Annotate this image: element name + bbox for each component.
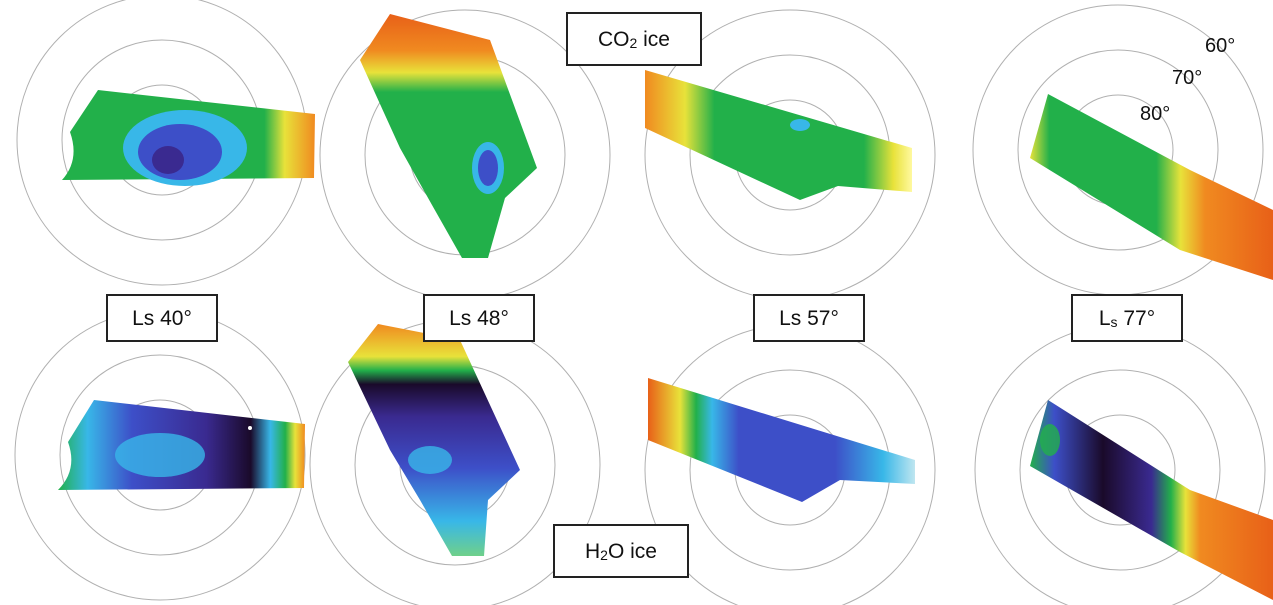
h2o-swath-ls77 xyxy=(1030,400,1273,600)
h2o-white-dot-ls40 xyxy=(248,426,252,430)
h2o-map-ls40 xyxy=(58,400,305,490)
co2-map-ls40 xyxy=(62,90,315,186)
season-label-ls40: Ls 40° xyxy=(106,294,218,342)
h2o-swath-ls48 xyxy=(348,324,520,556)
h2o-map-ls77 xyxy=(1030,400,1273,600)
co2-cap-blue-ls48 xyxy=(478,150,498,186)
polar-ring-4-2 xyxy=(1017,49,1219,251)
latitude-label-60: 60° xyxy=(1205,35,1235,57)
h2o-swath-ls57 xyxy=(648,378,915,502)
latitude-label-70: 70° xyxy=(1172,67,1202,89)
co2-tail: ice xyxy=(637,27,670,51)
season-label-ls57: Ls 57° xyxy=(753,294,865,342)
h2o-patch-cyan-ls48 xyxy=(408,446,452,474)
co2-swath-ls48 xyxy=(360,14,537,258)
h2o-main: H xyxy=(585,539,601,563)
ls77-tail: 77° xyxy=(1117,306,1156,330)
co2-swath-ls57 xyxy=(645,70,912,200)
h2o-map-ls48 xyxy=(348,324,520,556)
co2-main: CO xyxy=(598,27,630,51)
h2o-patch-green-ls77 xyxy=(1040,424,1060,456)
polar-ring-8-2 xyxy=(1019,369,1221,571)
co2-ice-label: CO 2 ice xyxy=(566,12,702,66)
h2o-patch-cyan-ls40 xyxy=(115,433,205,477)
co2-swath-ls77 xyxy=(1030,94,1273,280)
co2-map-ls57 xyxy=(645,70,912,200)
ls77-main: L xyxy=(1098,306,1111,330)
co2-cap-core-ls40 xyxy=(152,146,184,174)
co2-map-ls77 xyxy=(1030,94,1273,280)
co2-spot-cyan-ls57 xyxy=(790,119,810,131)
h2o-tail: O ice xyxy=(607,539,657,563)
season-label-ls48: Ls 48° xyxy=(423,294,535,342)
co2-subscript: 2 xyxy=(629,35,638,51)
latitude-label-80: 80° xyxy=(1140,103,1170,125)
h2o-map-ls57 xyxy=(648,378,915,502)
h2o-subscript: 2 xyxy=(600,547,608,563)
co2-map-ls48 xyxy=(360,14,537,258)
ls77-subscript: s xyxy=(1110,314,1118,330)
